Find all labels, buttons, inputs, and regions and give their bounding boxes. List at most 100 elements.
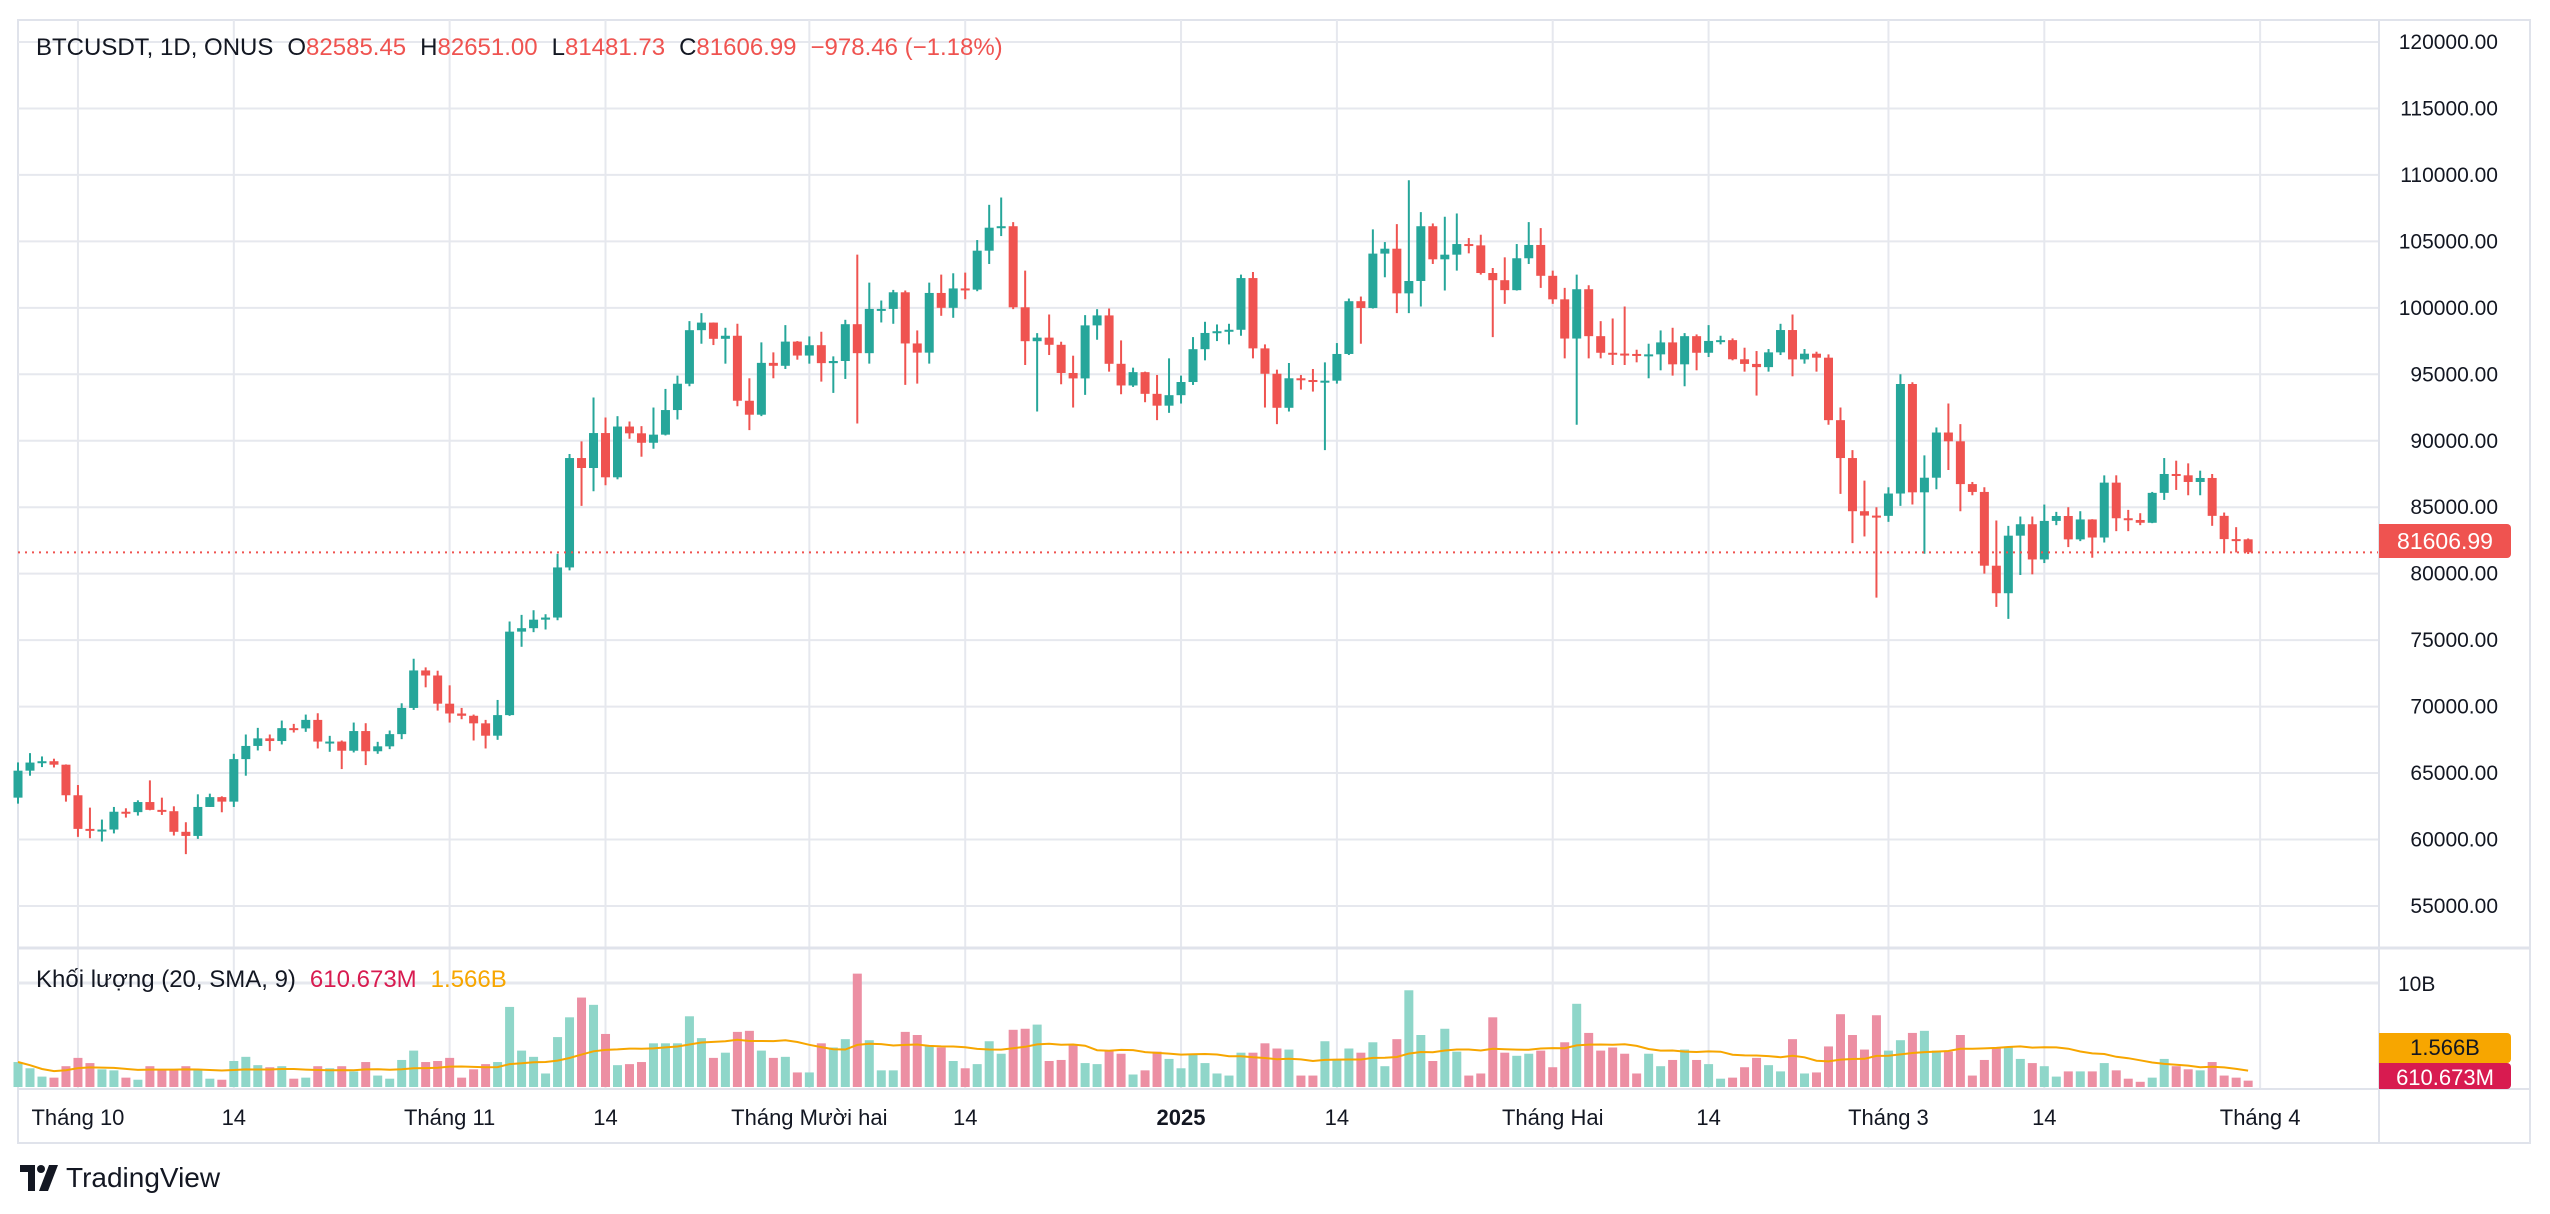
candle bbox=[529, 610, 539, 633]
candle bbox=[325, 735, 335, 752]
volume-bar bbox=[1764, 1065, 1774, 1087]
volume-bar bbox=[2231, 1077, 2241, 1087]
candle bbox=[660, 388, 670, 436]
candle bbox=[349, 722, 359, 753]
candle-body bbox=[1788, 330, 1798, 360]
volume-bar bbox=[876, 1070, 886, 1087]
candle bbox=[2219, 512, 2229, 553]
volume-bar bbox=[181, 1066, 191, 1087]
candle-body bbox=[121, 811, 131, 814]
candle bbox=[2123, 509, 2133, 532]
volume-bar bbox=[936, 1047, 946, 1087]
candle bbox=[1032, 333, 1042, 412]
candle bbox=[1368, 229, 1378, 309]
candle bbox=[1895, 374, 1905, 506]
candle-body bbox=[361, 731, 371, 752]
volume-bar bbox=[517, 1050, 527, 1087]
candle-body bbox=[960, 288, 970, 291]
candle-body bbox=[445, 703, 455, 714]
candle bbox=[1608, 318, 1618, 365]
candle-body bbox=[1512, 258, 1522, 291]
time-tick-label: 14 bbox=[222, 1105, 246, 1130]
candle bbox=[2039, 504, 2049, 564]
candle-body bbox=[2003, 535, 2013, 594]
candle bbox=[1020, 270, 1030, 365]
candle-body bbox=[636, 433, 646, 443]
candle bbox=[900, 290, 910, 385]
candle bbox=[13, 762, 23, 804]
candle-body bbox=[469, 715, 479, 724]
candle bbox=[1871, 507, 1881, 598]
candle bbox=[1176, 375, 1186, 404]
candle bbox=[1152, 374, 1162, 421]
high-value: 82651.00 bbox=[437, 34, 538, 61]
candle bbox=[672, 375, 682, 420]
volume-bar bbox=[2243, 1080, 2253, 1087]
time-tick-label: 14 bbox=[1325, 1105, 1349, 1130]
volume-bar bbox=[648, 1043, 658, 1087]
candle-body bbox=[1080, 325, 1090, 379]
price-axis[interactable]: 120000.00 115000.00 110000.00 105000.00 1000… bbox=[2399, 31, 2498, 918]
volume-bar bbox=[1488, 1017, 1498, 1087]
candle bbox=[265, 734, 275, 752]
candle bbox=[1883, 487, 1893, 522]
volume-axis[interactable]: 10B bbox=[2398, 973, 2435, 996]
volume-bar bbox=[589, 1004, 599, 1087]
time-axis[interactable]: Tháng 10 14 Tháng 11 14 Tháng Mười hai 14 2025… bbox=[31, 1105, 2300, 1130]
candle bbox=[1200, 321, 1210, 361]
volume-bar bbox=[493, 1062, 503, 1087]
candle-body bbox=[1620, 353, 1630, 356]
volume-bar bbox=[900, 1031, 910, 1087]
volume-bar bbox=[1644, 1053, 1654, 1087]
time-tick-label: 14 bbox=[1696, 1105, 1720, 1130]
candle-body bbox=[1608, 352, 1618, 355]
candle-body bbox=[1883, 493, 1893, 516]
candle bbox=[85, 807, 95, 839]
volume-bar bbox=[217, 1079, 227, 1087]
time-tick-label: 2025 bbox=[1157, 1105, 1206, 1130]
candle-body bbox=[1224, 329, 1234, 332]
volume-bar bbox=[672, 1043, 682, 1087]
price-tick-label: 100000.00 bbox=[2399, 297, 2498, 320]
volume-bar bbox=[1224, 1075, 1234, 1087]
candle bbox=[1464, 238, 1474, 254]
candle-body bbox=[852, 324, 862, 354]
candle bbox=[1068, 355, 1078, 408]
volume-bar bbox=[1176, 1068, 1186, 1087]
candle-body bbox=[2195, 477, 2205, 482]
volume-bars bbox=[13, 973, 2253, 1087]
volume-indicator-title[interactable]: Khối lượng (20, SMA, 9) bbox=[36, 966, 296, 993]
volume-bar bbox=[1188, 1054, 1198, 1087]
volume-bar bbox=[241, 1056, 251, 1087]
symbol-title[interactable]: BTCUSDT, 1D, ONUS bbox=[36, 34, 274, 61]
candle bbox=[732, 323, 742, 407]
candle-body bbox=[1979, 491, 1989, 566]
candle-body bbox=[1668, 342, 1678, 365]
candle bbox=[1320, 362, 1330, 451]
candle-body bbox=[1128, 372, 1138, 386]
volume-bar bbox=[289, 1078, 299, 1087]
volume-bar bbox=[1032, 1024, 1042, 1087]
candle bbox=[1716, 335, 1726, 345]
volume-bar bbox=[2063, 1071, 2073, 1087]
candle-body bbox=[1476, 245, 1486, 274]
price-tick-label: 60000.00 bbox=[2410, 829, 2498, 852]
candle bbox=[1248, 271, 1258, 359]
volume-bar bbox=[469, 1069, 479, 1087]
candle-body bbox=[996, 226, 1006, 229]
candle bbox=[397, 703, 407, 740]
candle bbox=[253, 727, 263, 751]
volume-bar bbox=[1560, 1042, 1570, 1087]
candle bbox=[1356, 296, 1366, 344]
time-tick-label: 14 bbox=[593, 1105, 617, 1130]
last-price-badge: 81606.99 bbox=[2379, 524, 2511, 558]
candle bbox=[1140, 371, 1150, 403]
volume-bar bbox=[984, 1041, 994, 1087]
candle-body bbox=[85, 828, 95, 831]
candle bbox=[924, 282, 934, 364]
candle-body bbox=[1871, 515, 1881, 518]
volume-bar bbox=[205, 1078, 215, 1087]
tradingview-logo[interactable]: TradingView bbox=[20, 1162, 220, 1194]
candle bbox=[1272, 369, 1282, 425]
